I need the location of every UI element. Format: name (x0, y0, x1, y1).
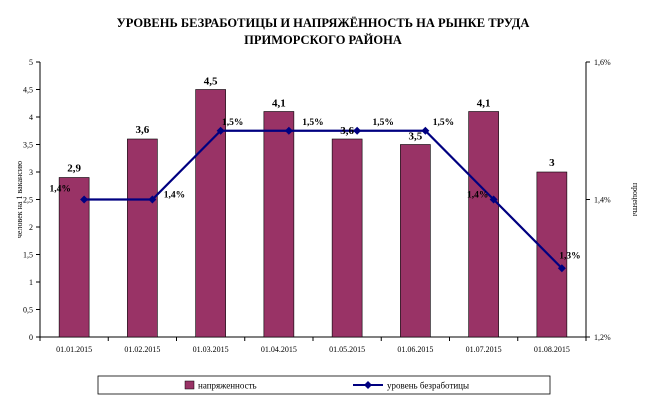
y-right-axis-title: проценты (631, 183, 640, 217)
x-tick-label: 01.03.2015 (193, 345, 229, 354)
x-tick-label: 01.02.2015 (124, 345, 160, 354)
left-tick-label: 1 (29, 278, 33, 287)
right-tick-label: 1,4% (594, 196, 611, 205)
bar (400, 144, 431, 338)
legend-line-marker (364, 381, 372, 389)
line-marker (557, 264, 566, 273)
bar-data-label: 4,5 (204, 76, 218, 88)
line-data-label: 1,5% (222, 118, 243, 128)
bar-data-label: 3,5 (409, 131, 423, 143)
x-tick-label: 01.07.2015 (466, 345, 502, 354)
legend-bar-label: напряженность (198, 381, 257, 391)
line-marker (421, 126, 430, 135)
line-data-label: 1,3% (559, 251, 580, 261)
left-tick-label: 3 (29, 168, 33, 177)
line-data-label: 1,5% (372, 118, 393, 128)
legend-box (97, 375, 551, 395)
left-tick-label: 5 (29, 58, 33, 67)
legend-line-label: уровень безработицы (387, 381, 469, 391)
left-tick-label: 4 (29, 113, 33, 122)
line-marker (216, 126, 225, 135)
right-tick-label: 1,2% (594, 333, 611, 342)
left-tick-label: 2 (29, 223, 33, 232)
legend: напряженность уровень безработицы (97, 375, 551, 395)
x-tick-label: 01.04.2015 (261, 345, 297, 354)
left-tick-label: 1,5 (23, 251, 33, 260)
legend-bar-swatch (184, 380, 195, 390)
line-marker (80, 195, 89, 204)
x-tick-label: 01.06.2015 (397, 345, 433, 354)
left-tick-label: 0,5 (23, 306, 33, 315)
bar (127, 138, 158, 338)
left-tick-label: 4,5 (23, 86, 33, 95)
line-data-label: 1,5% (302, 118, 323, 128)
bar-data-label: 3,6 (136, 124, 150, 136)
bar-data-label: 2,9 (67, 163, 81, 175)
y-left-axis-title: человек на 1 вакансию (15, 161, 24, 238)
bar (331, 138, 363, 338)
bar (468, 111, 499, 338)
line-marker (284, 126, 293, 135)
bar-data-label: 3 (549, 157, 555, 169)
chart-title-line-2: ПРИМОРСКОГО РАЙОНА (244, 33, 402, 47)
left-tick-label: 0 (29, 333, 33, 342)
x-tick-label: 01.01.2015 (56, 345, 92, 354)
line-data-label: 1,5% (433, 118, 454, 128)
line-marker (148, 195, 157, 204)
line-marker (353, 126, 362, 135)
line-marker (489, 195, 498, 204)
plot-area: 0 0,5 1 1,5 2 2,5 3 3,5 4 4,5 5 1,2% 1,4% 1,6% человек… (15, 58, 640, 354)
unemployment-line (84, 129, 563, 270)
bar-data-label: 3,6 (340, 125, 354, 137)
chart-title-line-1: УРОВЕНЬ БЕЗРАБОТИЦЫ И НАПРЯЖЁННОСТЬ НА Р… (117, 16, 530, 30)
left-tick-label: 2,5 (23, 196, 33, 205)
line-data-label: 1,4% (164, 191, 185, 201)
x-tick-label: 01.08.2015 (534, 345, 570, 354)
right-tick-label: 1,6% (594, 58, 611, 67)
bar (536, 171, 568, 338)
bar-data-label: 4,1 (477, 98, 491, 110)
bar (263, 111, 295, 338)
bar (58, 177, 90, 338)
bar-data-label: 4,1 (272, 98, 286, 110)
line-data-label: 1,4% (49, 185, 70, 195)
line-data-label: 1,4% (467, 191, 488, 201)
x-tick-label: 01.05.2015 (329, 345, 365, 354)
left-tick-label: 3,5 (23, 141, 33, 150)
